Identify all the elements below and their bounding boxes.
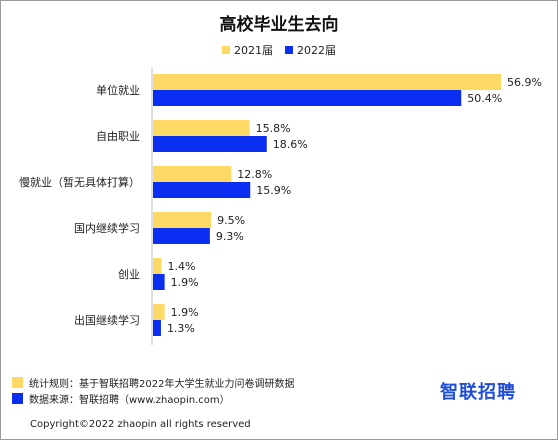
legend-item-2022: 2022届: [285, 42, 336, 58]
category-label: 创业: [118, 268, 140, 281]
data-label: 1.4%: [168, 260, 196, 273]
data-label: 1.9%: [171, 306, 199, 319]
copyright-text: Copyright©2022 zhaopin all rights reserv…: [30, 419, 251, 430]
bar-2021: [153, 74, 501, 90]
data-label: 50.4%: [467, 92, 502, 105]
bar-chart: 单位就业 56.9% 50.4% 自由职业 15.8% 18.6% 慢就业（暂无具体打算） 1…: [19, 68, 542, 345]
bar-2021: [153, 258, 162, 274]
legend-label-2022: 2022届: [297, 44, 336, 57]
bar-2022: [153, 320, 161, 336]
zhaopin-logo: 智联招聘: [440, 382, 516, 403]
data-label: 15.8%: [256, 122, 291, 135]
bar-2022: [153, 228, 210, 244]
bar-2022: [153, 274, 165, 290]
category-label: 出国继续学习: [74, 313, 140, 327]
legend: 2021届 2022届: [0, 42, 558, 58]
footnote-source-text: 数据来源：智联招聘（www.zhaopin.com）: [29, 394, 230, 406]
legend-swatch-2022: [285, 46, 293, 54]
footnote-rule-text: 统计规则：基于智联招聘2022年大学生就业力问卷调研数据: [29, 378, 295, 390]
legend-swatch-2021: [222, 46, 230, 54]
category-label: 国内继续学习: [74, 221, 140, 235]
legend-label-2021: 2021届: [234, 44, 273, 57]
bar-2021: [153, 212, 212, 228]
bar-2021: [153, 304, 165, 320]
bar-2022: [153, 182, 251, 198]
category-label: 自由职业: [96, 129, 140, 143]
data-label: 18.6%: [273, 138, 308, 151]
data-label: 12.8%: [237, 168, 272, 181]
category-label: 单位就业: [96, 83, 140, 97]
footnote-source: 数据来源：智联招聘（www.zhaopin.com）: [12, 390, 294, 406]
data-label: 15.9%: [256, 184, 291, 197]
data-label: 9.3%: [216, 230, 244, 243]
data-label: 9.5%: [217, 214, 245, 227]
data-label: 56.9%: [507, 76, 542, 89]
bar-2021: [153, 166, 232, 182]
data-label: 1.3%: [167, 322, 195, 335]
bar-2022: [153, 136, 267, 152]
footnotes: 统计规则：基于智联招聘2022年大学生就业力问卷调研数据 数据来源：智联招聘（w…: [12, 374, 294, 406]
footnote-rule-square: [12, 376, 23, 388]
category-label: 慢就业（暂无具体打算）: [19, 175, 140, 189]
bar-2022: [153, 90, 462, 106]
chart-title: 高校毕业生去向: [219, 15, 339, 35]
bar-2021: [153, 120, 250, 136]
legend-item-2021: 2021届: [222, 42, 273, 58]
footnote-source-square: [12, 392, 23, 404]
data-label: 1.9%: [171, 276, 199, 289]
footnote-rule: 统计规则：基于智联招聘2022年大学生就业力问卷调研数据: [12, 374, 294, 390]
